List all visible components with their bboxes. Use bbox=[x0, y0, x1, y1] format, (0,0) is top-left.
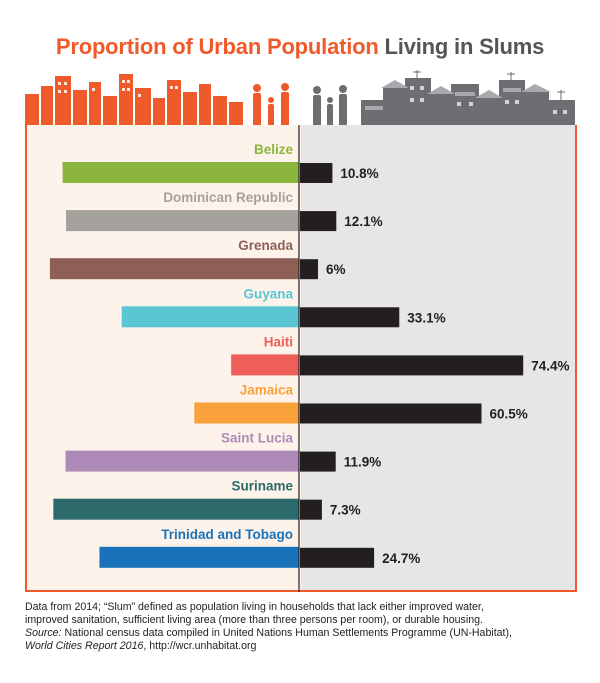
value-label-dominican-republic: 12.1% bbox=[344, 214, 382, 229]
slum-bar-dominican-republic bbox=[300, 211, 337, 232]
source-label: Source: bbox=[25, 627, 62, 639]
urban-bar-dominican-republic bbox=[66, 210, 299, 232]
urban-bar-saint-lucia bbox=[65, 450, 299, 472]
country-label-suriname: Suriname bbox=[231, 479, 293, 494]
urban-bar-suriname bbox=[53, 498, 299, 520]
value-label-grenada: 6% bbox=[326, 262, 346, 277]
country-label-guyana: Guyana bbox=[243, 286, 293, 301]
urban-bar-belize bbox=[62, 162, 300, 183]
urban-bar-trinidad-and-tobago bbox=[99, 546, 299, 568]
slum-bar-haiti bbox=[300, 355, 524, 376]
country-label-jamaica: Jamaica bbox=[240, 383, 294, 398]
source-text: National census data compiled in United … bbox=[61, 627, 512, 639]
urban-bar-grenada bbox=[49, 258, 300, 280]
slum-bar-grenada bbox=[300, 259, 318, 280]
value-label-suriname: 7.3% bbox=[330, 503, 361, 518]
report-url: , http://wcr.unhabitat.org bbox=[143, 640, 257, 652]
city-skyline-icon bbox=[25, 74, 243, 128]
value-label-haiti: 74.4% bbox=[531, 358, 569, 373]
country-label-haiti: Haiti bbox=[264, 334, 293, 349]
skyline-illustration bbox=[25, 70, 575, 128]
slum-bar-trinidad-and-tobago bbox=[300, 547, 375, 568]
value-label-trinidad-and-tobago: 24.7% bbox=[382, 551, 420, 566]
footnote-source: Source: National census data compiled in… bbox=[25, 627, 585, 640]
country-label-saint-lucia: Saint Lucia bbox=[221, 431, 294, 446]
value-label-guyana: 33.1% bbox=[407, 310, 445, 325]
slum-bar-saint-lucia bbox=[300, 451, 336, 472]
country-label-grenada: Grenada bbox=[238, 238, 293, 253]
footnote-line-2: improved sanitation, sufficient living a… bbox=[25, 614, 483, 626]
urban-bar-haiti bbox=[231, 354, 299, 376]
family-icon-left bbox=[253, 83, 289, 128]
title-part-urban: Proportion of Urban Population bbox=[55, 34, 379, 59]
footnote-report: World Cities Report 2016, http://wcr.unh… bbox=[25, 640, 585, 653]
country-label-belize: Belize bbox=[254, 142, 294, 157]
urban-bar-jamaica bbox=[194, 402, 299, 424]
footnote-line-1: Data from 2014; “Slum” defined as popula… bbox=[25, 601, 484, 613]
slum-bar-jamaica bbox=[300, 403, 482, 424]
slum-bar-suriname bbox=[300, 499, 322, 520]
slum-bar-belize bbox=[300, 163, 333, 183]
value-label-jamaica: 60.5% bbox=[490, 407, 528, 422]
urban-bar-guyana bbox=[121, 306, 299, 328]
report-title: World Cities Report 2016 bbox=[25, 640, 144, 652]
value-label-belize: 10.8% bbox=[340, 166, 378, 181]
footnote: Data from 2014; “Slum” defined as popula… bbox=[25, 601, 585, 653]
family-icon-right bbox=[313, 85, 347, 128]
chart-title: Proportion of Urban Population Living in… bbox=[0, 34, 600, 60]
country-label-dominican-republic: Dominican Republic bbox=[163, 190, 293, 205]
country-label-trinidad-and-tobago: Trinidad and Tobago bbox=[161, 527, 293, 542]
slum-bar-guyana bbox=[300, 307, 400, 328]
title-part-slums: Living in Slums bbox=[384, 34, 545, 59]
value-label-saint-lucia: 11.9% bbox=[344, 455, 382, 470]
